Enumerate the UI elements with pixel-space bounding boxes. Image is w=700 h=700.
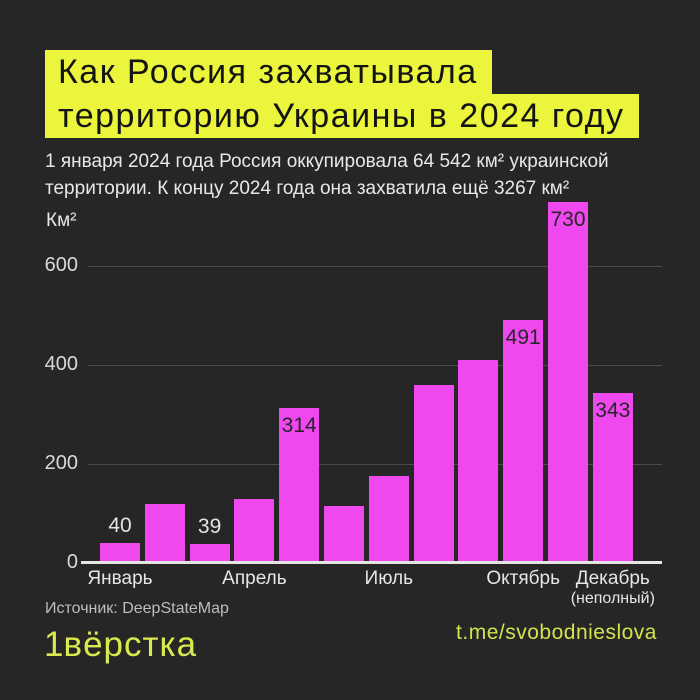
subtitle-line-2: территории. К концу 2024 года она захват… (45, 178, 570, 199)
y-tick-label-600: 600 (44, 254, 78, 277)
bar-ноябрь (548, 201, 588, 563)
y-tick-label-200: 200 (44, 452, 78, 475)
bar-май (279, 407, 320, 563)
bar-январь (100, 543, 140, 563)
x-tick-label-апрель: Апрель (222, 568, 287, 589)
bar-июль (368, 476, 409, 563)
telegram-link: t.me/svobodnieslova (456, 621, 657, 644)
title-block: Как Россия захватывала территорию Украин… (45, 50, 639, 138)
bar-сентябрь (458, 360, 499, 563)
gridline-200 (88, 463, 662, 465)
logo-text: вёрстка (63, 625, 198, 664)
bar-value-label-730: 730 (550, 207, 586, 231)
title-line-1: Как Россия захватывала (45, 50, 492, 94)
title-line-2: территорию Украины в 2024 году (45, 94, 639, 138)
y-tick-label-400: 400 (44, 353, 78, 376)
x-tick-label-июль: Июль (364, 568, 414, 589)
subtitle-line-1: 1 января 2024 года Россия оккупировала 6… (45, 151, 609, 172)
gridline-400 (88, 364, 662, 366)
bar-апрель (234, 498, 275, 563)
x-tick-label-январь: Январь (87, 568, 153, 589)
verstka-logo: 1вёрстка (44, 625, 197, 665)
bar-value-label-314: 314 (281, 413, 317, 437)
subtitle: 1 января 2024 года Россия оккупировала 6… (45, 148, 609, 202)
source-caption: Источник: DeepStateMap (45, 600, 229, 617)
bar-value-label-40: 40 (108, 514, 132, 538)
gridline-600 (88, 265, 662, 267)
bar-февраль (144, 503, 185, 563)
bar-value-label-491: 491 (505, 325, 541, 349)
x-tick-sublabel: (неполный) (570, 590, 655, 607)
bar-август (413, 384, 454, 563)
logo-mark: 1 (44, 625, 65, 664)
x-tick-label-октябрь: Октябрь (486, 568, 561, 589)
y-tick-label-0: 0 (66, 551, 78, 574)
bar-март (189, 543, 230, 563)
x-axis-line (81, 561, 662, 564)
y-axis-unit-label: Км² (46, 210, 77, 231)
x-tick-label-декабрь: Декабрь (575, 568, 650, 589)
bar-октябрь (503, 319, 544, 563)
bar-value-label-343: 343 (595, 399, 631, 423)
bar-июнь (324, 506, 364, 563)
bar-декабрь (592, 393, 633, 563)
bar-value-label-39: 39 (197, 514, 222, 538)
